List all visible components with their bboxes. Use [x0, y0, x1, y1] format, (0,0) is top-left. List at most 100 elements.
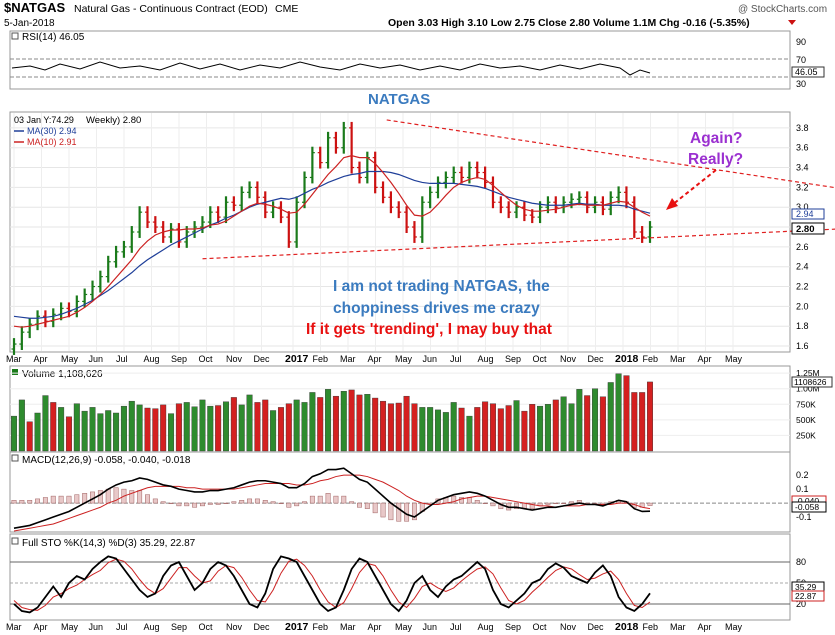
macd-histogram-bar — [404, 502, 410, 522]
price-y-axis: 1.61.82.02.22.42.62.83.03.23.43.63.8 — [796, 123, 809, 351]
rsi-line — [11, 61, 651, 76]
volume-bar — [26, 421, 33, 452]
macd-value-box — [791, 501, 827, 513]
sto-d-box — [791, 590, 825, 602]
rsi-value-box — [791, 66, 825, 78]
macd-histogram-bar — [19, 500, 25, 504]
volume-bar — [442, 412, 449, 452]
macd-histogram-bar — [349, 501, 355, 504]
x-tick-label: Jul — [116, 622, 128, 632]
annotation-again: Again? — [690, 130, 743, 147]
x-tick-label: Sep — [505, 622, 521, 632]
x-tick-label: Mar — [340, 622, 356, 632]
y-tick-label: 2.4 — [796, 262, 809, 272]
macd-histogram-bar — [341, 495, 347, 504]
volume-bar — [317, 397, 324, 452]
instrument-name: Natural Gas - Continuous Contract (EOD) — [74, 3, 268, 15]
macd-histogram-bar — [647, 502, 653, 506]
volume-bar — [513, 400, 520, 452]
macd-histogram-bar — [152, 498, 158, 504]
trendlines — [202, 119, 835, 260]
macd-histogram-bar — [27, 500, 33, 504]
volume-bar — [521, 410, 528, 452]
rsi-panel: RSI(14) 46.05 90 70 30 46.05 — [9, 30, 825, 90]
macd-histogram-bar — [42, 497, 48, 504]
volume-bar — [136, 404, 143, 452]
y-tick-label: 0.2 — [796, 470, 809, 480]
volume-bar — [223, 401, 229, 452]
macd-histogram-bar — [97, 490, 103, 504]
macd-histogram-bar — [592, 502, 598, 504]
y-tick-label: 2.0 — [796, 301, 809, 311]
volume-bar — [207, 405, 214, 452]
volume-bar — [42, 395, 49, 452]
panel-toggle-icon — [11, 454, 19, 462]
x-tick-label: Dec — [588, 354, 605, 364]
volume-bar — [262, 399, 269, 452]
macd-histogram-bar — [388, 502, 394, 521]
x-tick-label: Jul — [450, 622, 462, 632]
volume-bar — [497, 408, 504, 452]
volume-bar — [348, 389, 355, 452]
volume-bar — [160, 404, 167, 452]
last-price-label: 2.80 — [796, 224, 815, 235]
macd-value: -0.058 — [795, 502, 819, 512]
rsi-tick-30: 30 — [796, 79, 806, 89]
y-tick-label: 1.6 — [796, 341, 809, 351]
x-tick-label: Sep — [171, 354, 187, 364]
chart-date: 5-Jan-2018 — [4, 18, 55, 29]
macd-histogram-bar — [105, 488, 111, 504]
macd-histogram-bar — [302, 501, 307, 504]
macd-histogram-bar — [137, 490, 143, 504]
x-tick-label: Nov — [560, 622, 577, 632]
macd-histogram-bar — [466, 497, 472, 504]
down-arrow-icon — [788, 20, 796, 25]
price-grid — [10, 113, 790, 351]
volume-bar — [458, 407, 465, 452]
x-tick-label: Dec — [254, 354, 271, 364]
y-tick-label: -0.1 — [796, 512, 812, 522]
chart-title: NATGAS — [368, 91, 430, 108]
macd-histogram-bar — [372, 502, 378, 514]
volume-panel: Volume 1,108,626 1.25M1.00M750K500K250K … — [9, 365, 833, 453]
y-tick-label: 2.2 — [796, 282, 809, 292]
macd-histogram-bar — [207, 502, 213, 505]
volume-bar — [301, 402, 308, 452]
volume-bar — [120, 405, 127, 452]
volume-bar — [89, 407, 96, 452]
sto-k-line — [13, 555, 651, 614]
rsi-legend: RSI(14) 46.05 — [22, 32, 85, 43]
macd-histogram-bar — [569, 501, 574, 504]
x-tick-label: Oct — [199, 622, 214, 632]
volume-bar — [356, 394, 363, 452]
volume-bar — [615, 373, 622, 452]
annotation-arrow — [671, 169, 717, 206]
x-tick-label: Nov — [226, 354, 243, 364]
volume-bar — [372, 397, 379, 452]
y-tick-label: 20 — [796, 599, 806, 609]
volume-icon — [12, 369, 18, 375]
x-tick-label: Apr — [698, 354, 712, 364]
x-tick-label: Oct — [199, 354, 214, 364]
ma30-price-box — [791, 208, 825, 220]
annotation-choppiness: choppiness drives me crazy — [333, 300, 540, 317]
volume-bar — [183, 402, 190, 452]
macd-line — [13, 467, 651, 529]
macd-histogram-bar — [145, 494, 150, 504]
volume-bar — [592, 388, 599, 452]
y-tick-label: 1.00M — [796, 384, 820, 394]
volume-bar — [230, 397, 237, 452]
ohlc-readout: Open 3.03 High 3.10 Low 2.75 Close 2.80 … — [388, 17, 750, 29]
macd-signal-line — [13, 474, 651, 532]
volume-bar — [332, 395, 339, 452]
volume-bar — [489, 403, 496, 452]
volume-bar — [293, 399, 300, 452]
chart-header: $NATGAS Natural Gas - Continuous Contrac… — [4, 0, 827, 29]
x-tick-label: Feb — [313, 622, 329, 632]
y-tick-label: 750K — [796, 399, 816, 409]
x-tick-label: Mar — [6, 354, 22, 364]
annotation-not-trading: I am not trading NATGAS, the — [333, 278, 550, 295]
volume-bar — [529, 404, 536, 452]
macd-histogram-bar — [58, 495, 64, 504]
x-tick-label: Jul — [450, 354, 462, 364]
